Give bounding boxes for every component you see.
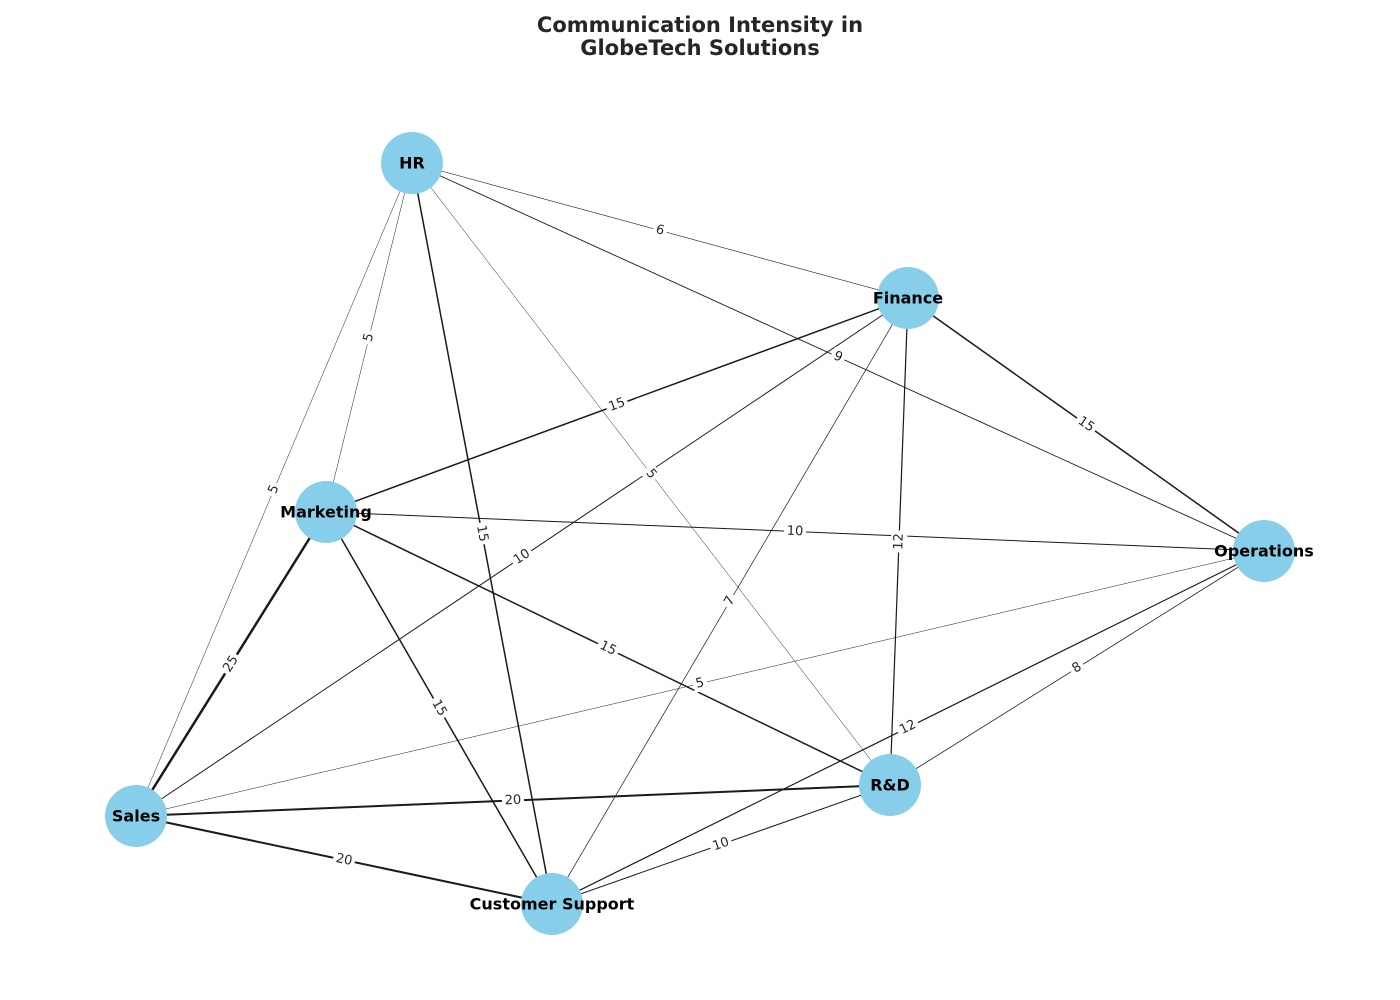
edge-operations-customer-support-label-group: 12 xyxy=(894,715,922,740)
edge-hr-customer-support-label-group: 15 xyxy=(472,521,492,546)
edge-hr-sales-label-bg xyxy=(263,479,285,500)
edge-finance-customer-support-label-bg xyxy=(719,590,741,612)
chart-title-line-2: GlobeTech Solutions xyxy=(580,36,820,60)
edge-hr-randd-label-group: 5 xyxy=(640,463,662,485)
edge-hr-customer-support-label-bg xyxy=(472,521,492,546)
node-sales-circle xyxy=(105,785,167,847)
edge-hr-operations-label-group: 9 xyxy=(828,346,848,368)
edge-operations-sales-label-group: 5 xyxy=(691,674,709,693)
node-marketing-circle xyxy=(295,481,357,543)
edge-hr-sales-label-group: 5 xyxy=(263,479,285,500)
edge-sales-customer-support-weight-label: 20 xyxy=(334,851,353,869)
edge-operations-sales-weight-label: 5 xyxy=(694,675,705,691)
node-operations-label: Operations xyxy=(1214,542,1314,561)
edge-randd-customer-support-label-group: 10 xyxy=(707,833,735,856)
edge-finance-sales-label-group: 10 xyxy=(508,544,536,570)
edge-hr-finance-label-group: 6 xyxy=(651,220,669,241)
edge-finance-randd-label-bg xyxy=(890,530,908,553)
node-customer-support: Customer Support xyxy=(470,873,635,935)
edge-finance-operations-label-bg xyxy=(1072,411,1100,438)
chart-title-line-1: Communication Intensity in xyxy=(536,13,864,37)
node-sales-label: Sales xyxy=(112,807,160,826)
edge-sales-customer-support-label-group: 20 xyxy=(331,849,357,871)
node-hr-circle xyxy=(381,132,443,194)
edge-sales-randd-label-group: 20 xyxy=(501,792,525,809)
node-customer-support-label: Customer Support xyxy=(470,895,635,914)
edge-marketing-operations-label-bg xyxy=(783,523,807,540)
node-marketing-label: Marketing xyxy=(280,503,372,522)
edge-marketing-randd-label-group: 15 xyxy=(594,636,622,661)
nodes-layer: HR Finance Marketing Operations R&D Sales Cust… xyxy=(105,132,1314,935)
edge-finance-marketing-label-bg xyxy=(603,393,631,417)
node-hr-label: HR xyxy=(399,154,425,173)
edge-hr-marketing-weight-label: 5 xyxy=(361,332,378,344)
edge-hr-finance-weight-label: 6 xyxy=(654,222,666,239)
edge-finance-marketing-label-group: 15 xyxy=(603,393,631,417)
node-finance-label: Finance xyxy=(873,289,943,308)
edge-sales-randd-label-bg xyxy=(501,792,525,809)
node-randd-circle xyxy=(859,754,921,816)
node-customer-support-circle xyxy=(521,873,583,935)
chart-title: Communication Intensity in GlobeTech Sol… xyxy=(0,14,1400,60)
node-operations-circle xyxy=(1233,520,1295,582)
edge-hr-customer-support-weight-label: 15 xyxy=(473,524,491,543)
node-finance: Finance xyxy=(873,267,943,329)
node-hr: HR xyxy=(381,132,443,194)
edge-marketing-operations-label-group: 10 xyxy=(783,523,807,540)
node-randd-label: R&D xyxy=(870,776,910,795)
edge-operations-randd-label-group: 8 xyxy=(1066,657,1088,679)
edge-marketing-operations-weight-label: 10 xyxy=(786,524,803,540)
edge-marketing-sales-weight-label: 25 xyxy=(220,653,241,675)
node-marketing: Marketing xyxy=(280,481,372,543)
edge-finance-randd-weight-label: 12 xyxy=(891,533,907,550)
edge-operations-sales-label-bg xyxy=(691,674,709,693)
edge-finance-marketing-weight-label: 15 xyxy=(607,395,628,415)
edge-operations-customer-support-weight-label: 12 xyxy=(897,717,918,738)
edge-hr-marketing-label-group: 5 xyxy=(359,328,379,347)
edge-marketing-randd-weight-label: 15 xyxy=(597,638,618,659)
edge-hr-finance-label-bg xyxy=(651,220,669,241)
edge-finance-randd-label-group: 12 xyxy=(890,530,908,553)
edge-hr-operations-label-bg xyxy=(828,346,848,368)
edge-marketing-customer-support-weight-label: 15 xyxy=(428,697,449,719)
edge-marketing-customer-support-label-bg xyxy=(426,694,452,722)
node-randd: R&D xyxy=(859,754,921,816)
edge-hr-marketing-label-bg xyxy=(359,328,379,347)
edge-sales-randd-weight-label: 20 xyxy=(504,793,521,809)
node-operations: Operations xyxy=(1214,520,1314,582)
edge-operations-randd-label-bg xyxy=(1066,657,1088,679)
edge-marketing-randd-label-bg xyxy=(594,636,622,661)
edge-randd-customer-support-label-bg xyxy=(707,833,735,856)
edge-hr-randd-label-bg xyxy=(640,463,662,485)
edge-labels-layer: 6 5 5 5 9 15 15 10 7 12 15 10 15 15 25 5 12 8 20 20 10 xyxy=(218,220,1100,871)
edge-finance-customer-support-label-group: 7 xyxy=(719,590,741,612)
edge-marketing-customer-support-label-group: 15 xyxy=(426,694,452,722)
edge-sales-customer-support-label-bg xyxy=(331,849,357,871)
edge-randd-customer-support-weight-label: 10 xyxy=(711,835,732,855)
edge-finance-sales-label-bg xyxy=(508,544,536,570)
edge-marketing-sales-label-bg xyxy=(218,650,244,678)
edge-marketing-sales-label-group: 25 xyxy=(218,650,244,678)
edge-operations-customer-support-label-bg xyxy=(894,715,922,740)
node-sales: Sales xyxy=(105,785,167,847)
edge-finance-operations-label-group: 15 xyxy=(1072,411,1100,438)
node-finance-circle xyxy=(877,267,939,329)
